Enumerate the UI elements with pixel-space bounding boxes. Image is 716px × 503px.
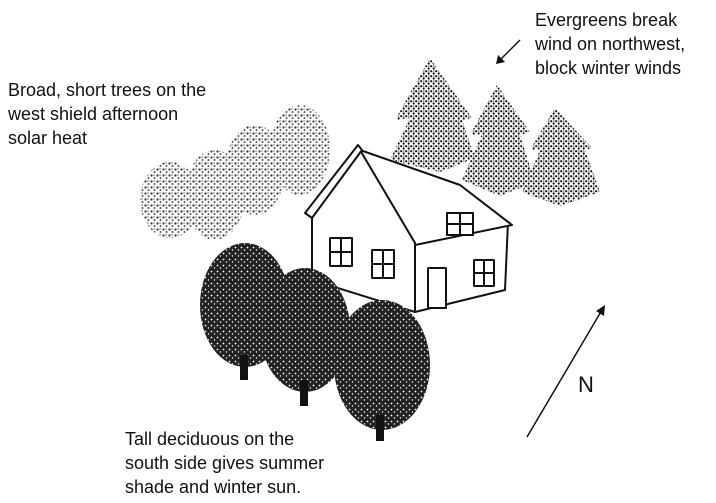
broad-trees <box>140 105 330 240</box>
evergreens-label: wind on northwest, <box>534 34 685 54</box>
broad-label: solar heat <box>8 128 87 148</box>
evergreens-label: Evergreens break <box>535 10 678 30</box>
tall-label: shade and winter sun. <box>125 477 301 497</box>
evergreens-label: block winter winds <box>535 58 681 78</box>
tall-label: south side gives summer <box>125 453 324 473</box>
tall-label: Tall deciduous on the <box>125 429 294 449</box>
north-label: N <box>578 372 594 397</box>
diagram: Evergreens break wind on northwest, block … <box>0 0 716 503</box>
broad-label: Broad, short trees on the <box>8 80 206 100</box>
broad-label: west shield afternoon <box>7 104 178 124</box>
